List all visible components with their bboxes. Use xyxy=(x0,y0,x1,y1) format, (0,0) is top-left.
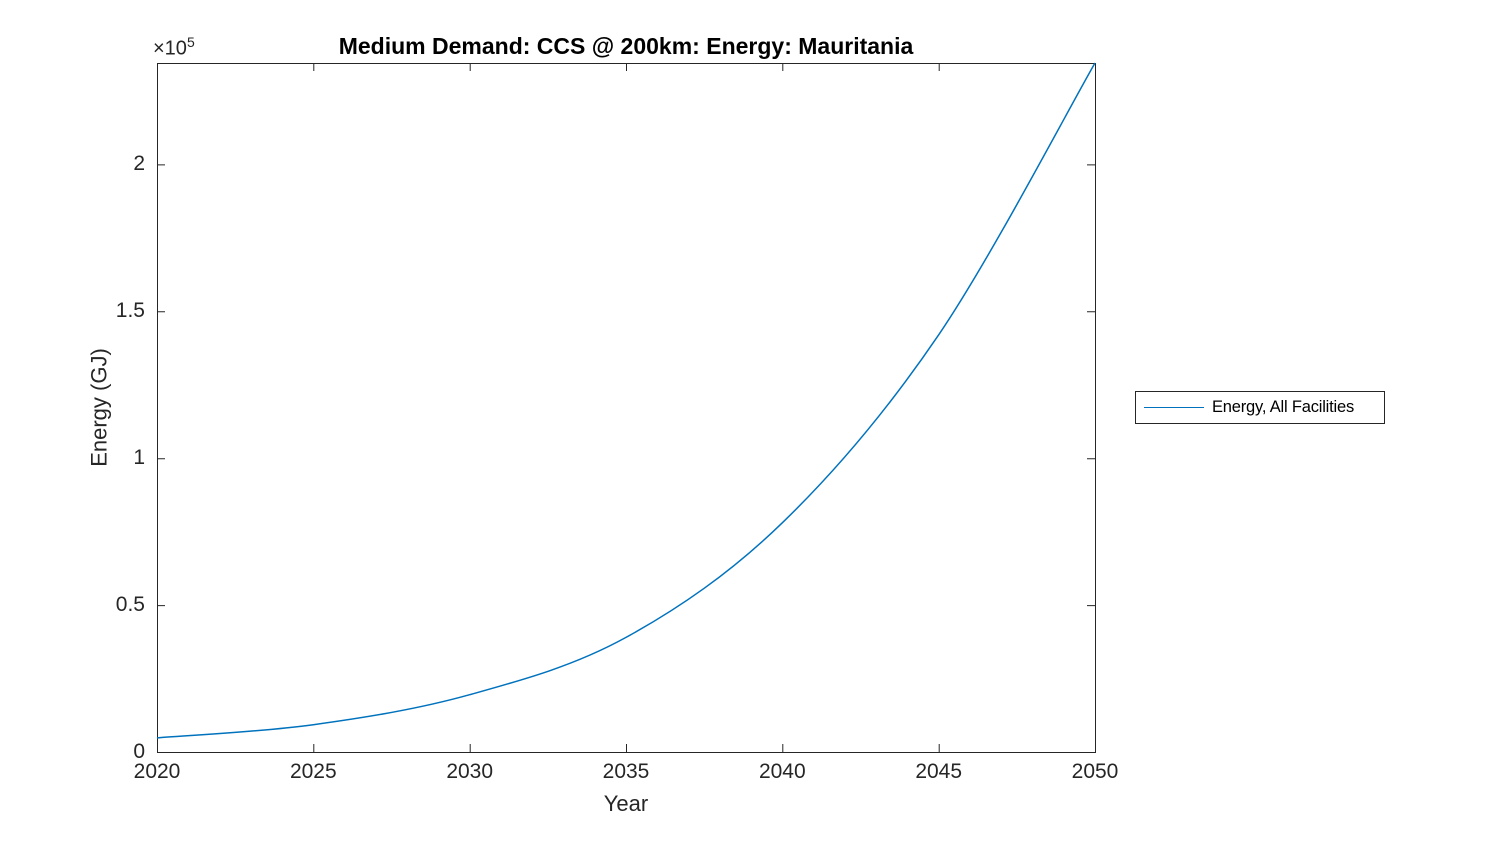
y-axis-multiplier-base: ×10 xyxy=(153,37,187,60)
x-tick-label: 2040 xyxy=(758,760,806,783)
plot-area-box xyxy=(157,63,1096,753)
y-axis-multiplier: ×105 xyxy=(153,34,195,61)
y-axis-label: Energy (GJ) xyxy=(86,348,112,467)
y-axis-multiplier-exponent: 5 xyxy=(186,34,195,50)
x-tick-label: 2050 xyxy=(1071,760,1119,783)
x-axis-label: Year xyxy=(603,791,649,816)
legend-line-sample xyxy=(1144,407,1204,408)
y-tick-label: 2 xyxy=(133,152,145,176)
legend-entry-label: Energy, All Facilities xyxy=(1212,398,1355,416)
y-tick-label: 1 xyxy=(133,446,145,470)
x-tick-label: 2020 xyxy=(133,760,181,783)
x-tick-label: 2045 xyxy=(915,760,963,783)
legend: Energy, All Facilities xyxy=(1135,391,1385,424)
x-tick-label: 2035 xyxy=(602,760,650,783)
x-tick-label: 2030 xyxy=(446,760,494,783)
y-tick-label: 0 xyxy=(133,740,145,763)
energy-series-line xyxy=(156,62,1096,739)
x-tick-label: 2025 xyxy=(289,760,337,783)
y-tick-label: 1.5 xyxy=(115,299,145,323)
y-tick-label: 0.5 xyxy=(115,593,145,617)
axis-tick-marks xyxy=(157,63,1096,753)
chart-title: Medium Demand: CCS @ 200km: Energy: Maur… xyxy=(338,33,914,59)
